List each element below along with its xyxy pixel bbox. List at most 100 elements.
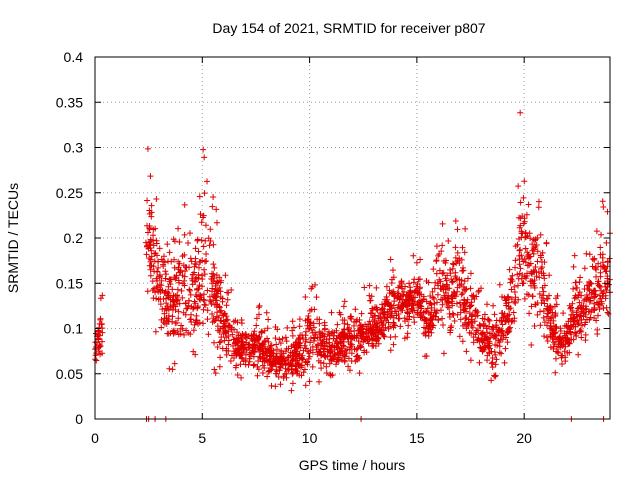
data-point <box>296 323 303 330</box>
data-point <box>571 252 578 259</box>
data-point <box>430 312 437 319</box>
data-point <box>462 287 469 294</box>
data-point <box>270 354 277 361</box>
data-point <box>573 333 580 340</box>
data-point <box>397 305 404 312</box>
data-point <box>539 264 546 271</box>
data-point <box>467 285 474 292</box>
data-point <box>467 270 474 277</box>
data-point <box>165 306 172 313</box>
data-point <box>191 298 198 305</box>
data-point <box>476 322 483 329</box>
data-point <box>492 361 499 368</box>
data-point <box>515 296 522 303</box>
data-point <box>552 310 559 317</box>
data-point <box>215 290 222 297</box>
data-point <box>537 308 544 315</box>
data-point <box>209 311 216 318</box>
data-point <box>185 239 192 246</box>
data-point <box>282 360 289 367</box>
data-point <box>225 322 232 329</box>
data-point <box>516 261 523 268</box>
data-point <box>476 287 483 294</box>
data-point <box>592 264 599 271</box>
data-point <box>493 317 500 324</box>
data-point <box>268 342 275 349</box>
data-point <box>439 270 446 277</box>
data-point <box>531 284 538 291</box>
data-point <box>404 334 411 341</box>
data-point <box>154 268 161 275</box>
data-point <box>466 329 473 336</box>
data-point <box>286 366 293 373</box>
data-point <box>557 333 564 340</box>
chart-title: Day 154 of 2021, SRMTID for receiver p80… <box>212 20 485 36</box>
data-point <box>576 299 583 306</box>
data-point <box>597 269 604 276</box>
data-point <box>380 305 387 312</box>
data-point <box>145 245 152 252</box>
x-tick-label: 20 <box>516 430 532 446</box>
data-point <box>510 309 517 316</box>
data-point <box>544 337 551 344</box>
data-point <box>598 287 605 294</box>
data-point <box>604 273 611 280</box>
data-point <box>204 178 211 185</box>
data-point <box>181 231 188 238</box>
data-point <box>450 311 457 318</box>
data-point <box>570 285 577 292</box>
data-point <box>586 286 593 293</box>
data-point <box>372 304 379 311</box>
data-point <box>416 297 423 304</box>
data-point <box>396 295 403 302</box>
data-point <box>509 317 516 324</box>
data-point <box>216 363 223 370</box>
data-point <box>237 344 244 351</box>
data-point <box>348 350 355 357</box>
data-point <box>210 241 217 248</box>
data-point <box>182 268 189 275</box>
data-point <box>179 272 186 279</box>
data-point <box>209 203 216 210</box>
data-point <box>390 314 397 321</box>
data-point <box>523 233 530 240</box>
data-point <box>361 347 368 354</box>
data-point <box>201 301 208 308</box>
data-point <box>341 298 348 305</box>
data-point <box>530 236 537 243</box>
data-point <box>197 296 204 303</box>
data-point <box>488 377 495 384</box>
data-point <box>223 351 230 358</box>
data-point <box>354 345 361 352</box>
data-point <box>367 326 374 333</box>
data-point <box>486 330 493 337</box>
data-point <box>217 294 224 301</box>
data-point <box>97 343 104 350</box>
data-point <box>402 283 409 290</box>
data-point <box>571 317 578 324</box>
data-point <box>435 317 442 324</box>
data-point <box>202 302 209 309</box>
data-point <box>316 316 323 323</box>
data-point <box>553 323 560 330</box>
data-point <box>568 331 575 338</box>
data-point <box>162 268 169 275</box>
data-point <box>582 337 589 344</box>
data-point <box>288 387 295 394</box>
data-point <box>144 145 151 152</box>
data-point <box>162 275 169 282</box>
data-point <box>546 292 553 299</box>
data-point <box>447 270 454 277</box>
data-point <box>388 302 395 309</box>
data-point <box>96 332 103 339</box>
data-point <box>404 330 411 337</box>
data-point <box>166 365 173 372</box>
data-point <box>178 287 185 294</box>
data-point <box>495 329 502 336</box>
data-point <box>427 292 434 299</box>
data-point <box>186 286 193 293</box>
data-point <box>463 325 470 332</box>
data-point <box>192 319 199 326</box>
data-point <box>517 246 524 253</box>
data-point <box>323 363 330 370</box>
